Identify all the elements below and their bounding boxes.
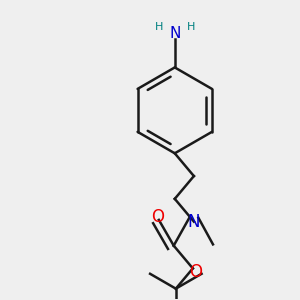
Text: O: O	[151, 208, 164, 226]
Text: O: O	[189, 263, 202, 281]
Text: H: H	[155, 22, 163, 32]
Text: N: N	[188, 213, 200, 231]
Text: H: H	[186, 22, 195, 32]
Text: N: N	[169, 26, 181, 41]
